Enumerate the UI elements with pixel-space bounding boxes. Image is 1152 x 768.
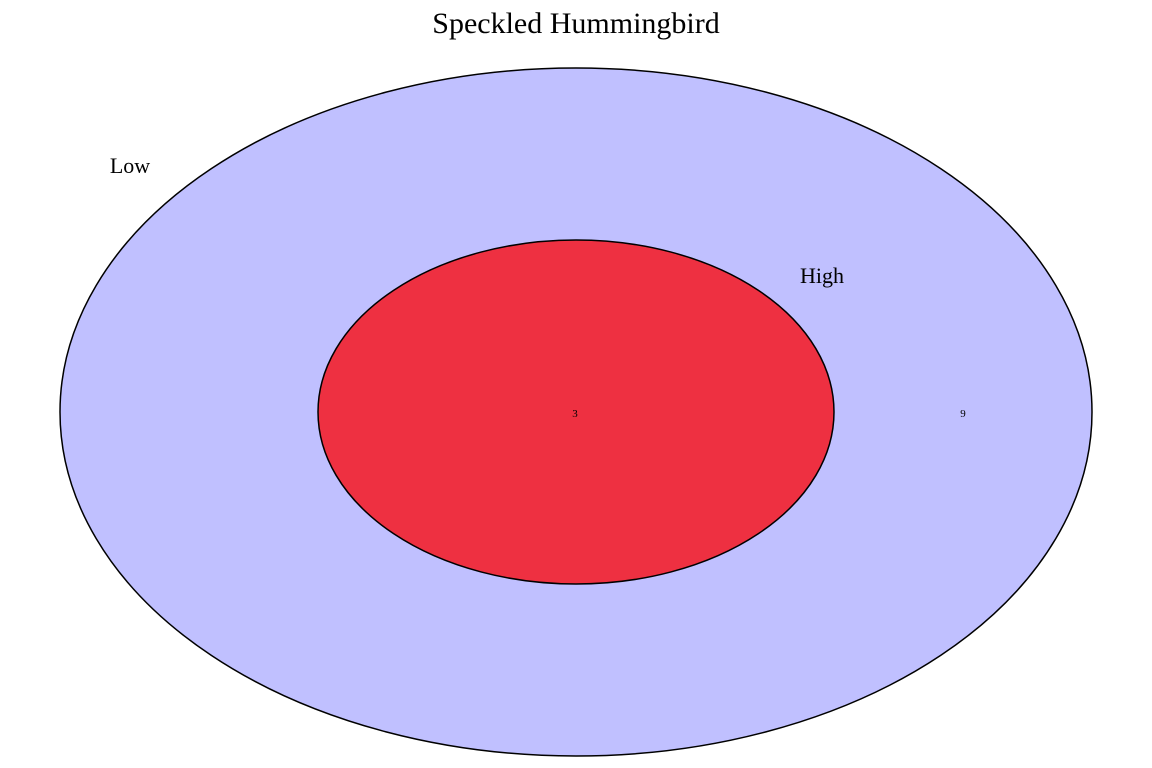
- region-count-high: 3: [572, 408, 578, 420]
- set-high-ellipse: [317, 239, 835, 585]
- region-count-low-only: 9: [960, 408, 966, 420]
- set-low-label: Low: [110, 153, 150, 178]
- set-high-label: High: [800, 263, 844, 288]
- diagram-title: Speckled Hummingbird: [432, 7, 719, 40]
